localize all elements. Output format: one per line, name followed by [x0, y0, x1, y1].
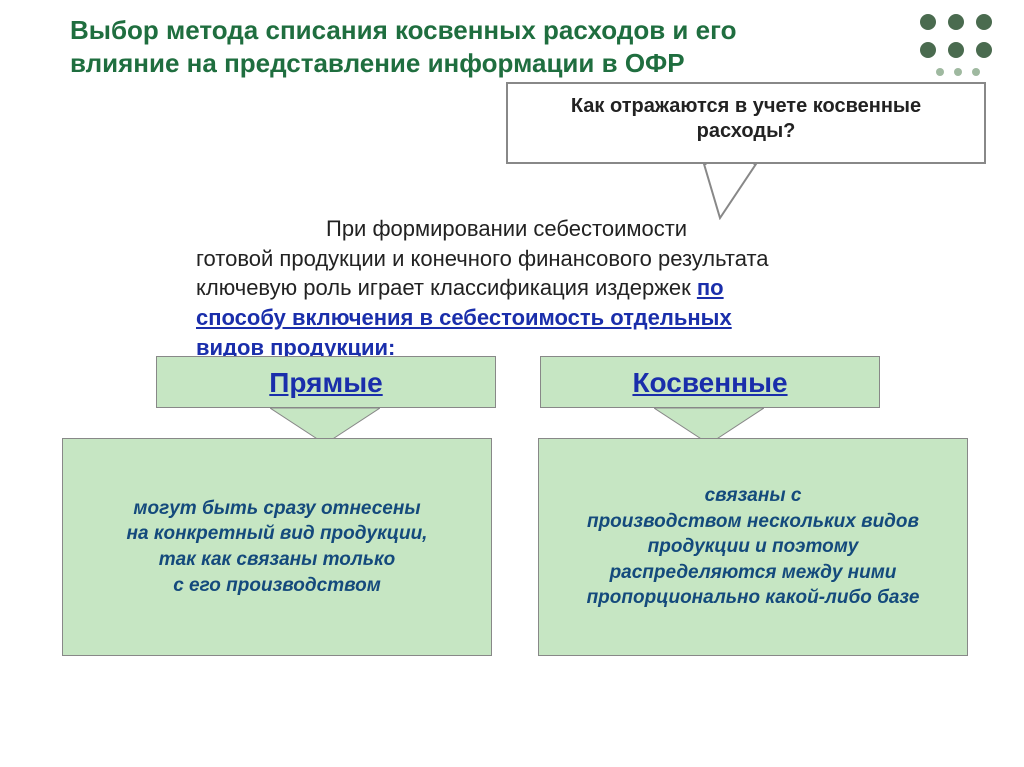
- category-box-indirect: Косвенные: [540, 356, 880, 408]
- category-box-direct: Прямые: [156, 356, 496, 408]
- body-rest: готовой продукции и конечного финансовог…: [196, 246, 769, 301]
- description-text-direct: могут быть сразу отнесенына конкретный в…: [127, 496, 428, 599]
- category-label-indirect: Косвенные: [632, 367, 787, 398]
- slide-title: Выбор метода списания косвенных расходов…: [70, 14, 850, 79]
- body-paragraph: При формировании себестоимости готовой п…: [196, 214, 792, 362]
- callout-tail: [700, 164, 760, 220]
- description-box-direct: могут быть сразу отнесенына конкретный в…: [62, 438, 492, 656]
- question-callout: Как отражаются в учете косвенные расходы…: [506, 82, 986, 164]
- description-text-indirect: связаны спроизводством нескольких видовп…: [587, 483, 920, 611]
- body-first-line: При формировании себестоимости: [196, 214, 792, 244]
- category-label-direct: Прямые: [269, 367, 382, 398]
- description-box-indirect: связаны спроизводством нескольких видовп…: [538, 438, 968, 656]
- callout-text: Как отражаются в учете косвенные расходы…: [571, 95, 921, 142]
